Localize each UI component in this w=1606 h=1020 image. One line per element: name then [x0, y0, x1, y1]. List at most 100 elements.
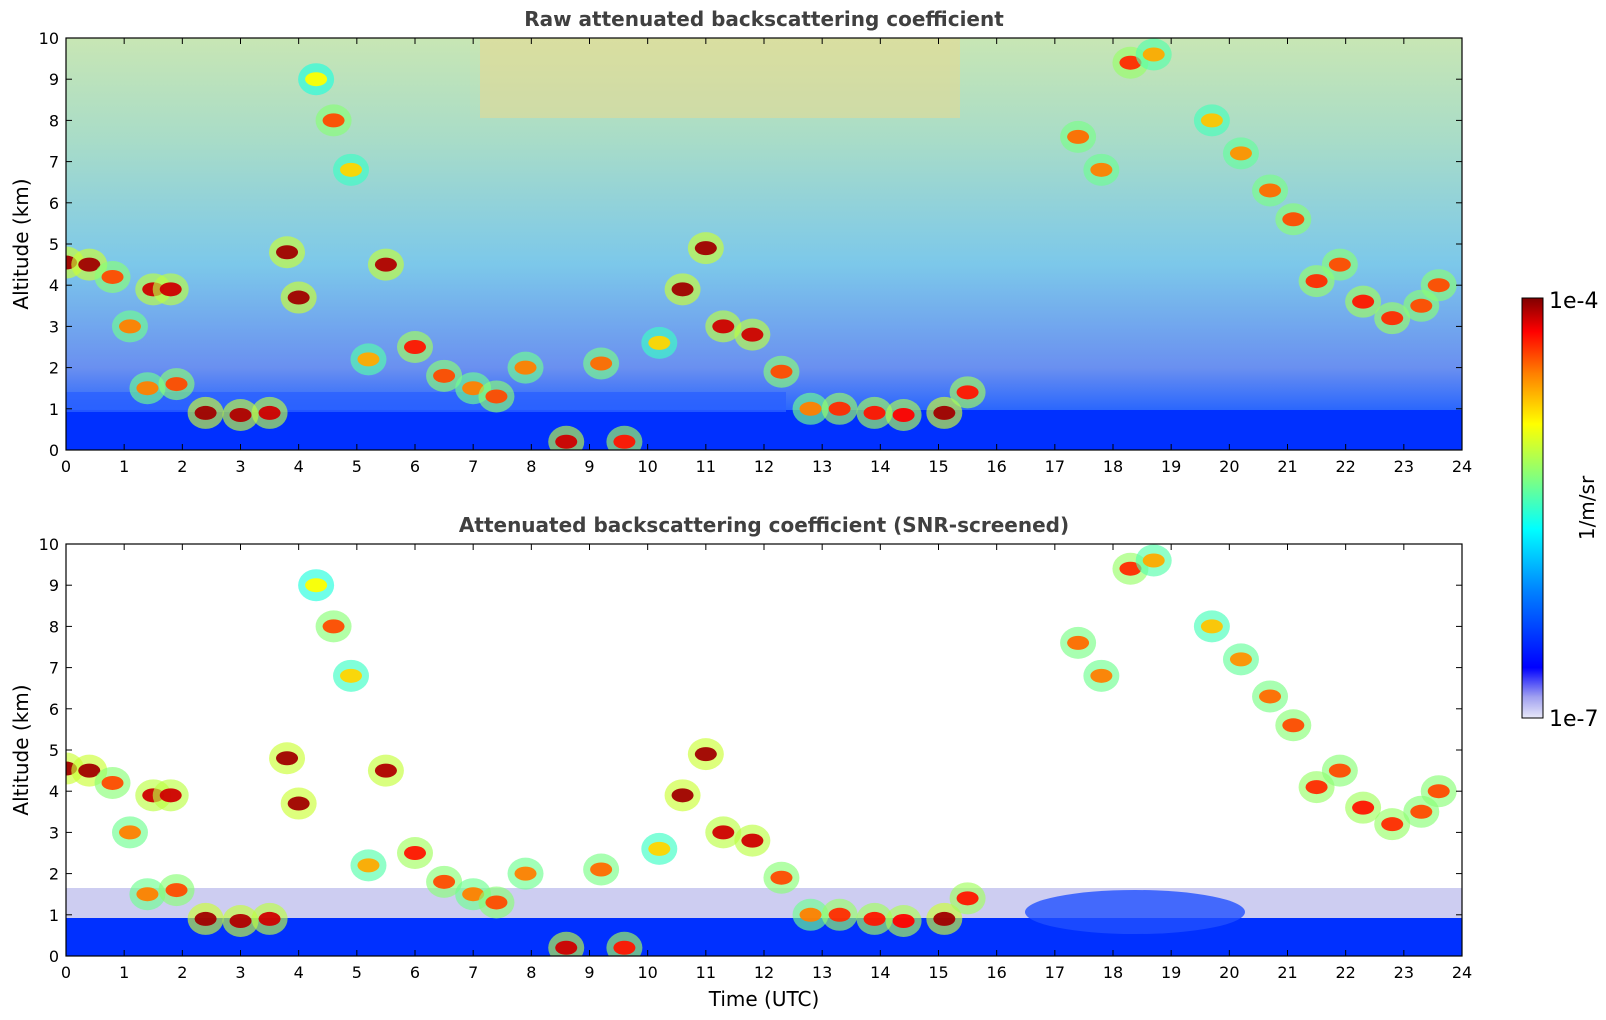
- x-tick-label: 3: [235, 457, 245, 476]
- y-tick-label: 5: [49, 235, 59, 254]
- cloud-layer-cell: [165, 883, 188, 898]
- cloud-layer-cell: [1352, 294, 1375, 309]
- x-tick-label: 10: [637, 457, 657, 476]
- cloud-layer-cell: [305, 72, 328, 87]
- cloud-layer-cell: [933, 911, 956, 926]
- cloud-layer-cell: [374, 763, 397, 778]
- cloud-layer-cell: [462, 887, 485, 902]
- cloud-layer-cell: [590, 356, 613, 371]
- cloud-layer-cell: [828, 401, 851, 416]
- cloud-layer-cell: [287, 796, 310, 811]
- x-tick-label: 17: [1045, 457, 1065, 476]
- x-tick-label: 23: [1394, 963, 1414, 982]
- x-tick-label: 1: [119, 963, 129, 982]
- screened-x-axis: 0 1 2 3 4 5 6 7 8 9 10 11 12 13 14 15 16 17 18 19 20 21 22 23 24: [61, 544, 1472, 982]
- colorbar-min-label: 1e-7: [1549, 707, 1598, 732]
- cloud-layer-cell: [1427, 784, 1450, 799]
- raw-boundary-layer: [66, 410, 1462, 450]
- cloud-layer-cell: [1410, 804, 1433, 819]
- cloud-layer-cell: [194, 405, 217, 420]
- cloud-layer-cell: [1229, 146, 1252, 161]
- cloud-layer-cell: [229, 913, 252, 928]
- cloud-layer-cell: [1352, 800, 1375, 815]
- cloud-layer-cell: [799, 907, 822, 922]
- cloud-layer-cell: [462, 381, 485, 396]
- cloud-layer-cell: [863, 911, 886, 926]
- x-tick-label: 18: [1103, 457, 1123, 476]
- cloud-layer-cell: [1381, 817, 1404, 832]
- raw-backscatter-panel: Raw attenuated backscattering coefficien…: [9, 7, 1472, 476]
- cloud-layer-cell: [648, 335, 671, 350]
- cloud-layer-cell: [78, 763, 101, 778]
- cloud-layer-cell: [1282, 718, 1305, 733]
- cloud-layer-cell: [194, 911, 217, 926]
- cloud-layer-cell: [555, 940, 578, 955]
- cloud-layer-cell: [828, 907, 851, 922]
- x-tick-label: 24: [1452, 457, 1472, 476]
- y-tick-label: 9: [49, 576, 59, 595]
- cloud-layer-cell: [1200, 619, 1223, 634]
- cloud-layer-cell: [1200, 113, 1223, 128]
- y-tick-label: 8: [49, 617, 59, 636]
- x-tick-label: 9: [584, 963, 594, 982]
- x-tick-label: 2: [177, 457, 187, 476]
- cloud-layer-cell: [770, 870, 793, 885]
- x-tick-label: 16: [986, 963, 1006, 982]
- cloud-layer-cell: [590, 862, 613, 877]
- cloud-layer-cell: [159, 788, 182, 803]
- y-tick-label: 6: [49, 700, 59, 719]
- raw-x-axis: 0 1 2 3 4 5 6 7 8 9 10 11 12 13 14 15 16 17 18 19 20 21 22 23 24: [61, 38, 1472, 476]
- x-tick-label: 23: [1394, 457, 1414, 476]
- cloud-layer-cell: [229, 407, 252, 422]
- cloud-layer-cell: [671, 282, 694, 297]
- x-tick-label: 17: [1045, 963, 1065, 982]
- x-tick-label: 21: [1277, 963, 1297, 982]
- raw-y-axis-label: Altitude (km): [9, 178, 33, 309]
- cloud-layer-cell: [1328, 257, 1351, 272]
- cloud-layer-cell: [1305, 274, 1328, 289]
- cloud-layer-cell: [933, 405, 956, 420]
- raw-plot-area: [66, 38, 1462, 450]
- x-tick-label: 21: [1277, 457, 1297, 476]
- x-tick-label: 22: [1335, 963, 1355, 982]
- cloud-layer-cell: [78, 257, 101, 272]
- cloud-layer-cell: [694, 241, 717, 256]
- x-axis-label: Time (UTC): [708, 987, 820, 1011]
- colorbar: 1e-4 1e-7 1/m/sr: [1521, 289, 1599, 732]
- cloud-layer-cell: [485, 895, 508, 910]
- cloud-layer-cell: [433, 368, 456, 383]
- cloud-layer-cell: [1067, 129, 1090, 144]
- cloud-layer-cell: [404, 846, 426, 860]
- y-tick-label: 0: [49, 441, 59, 460]
- x-tick-label: 11: [696, 963, 716, 982]
- y-tick-label: 4: [49, 782, 59, 801]
- cloud-layer-cell: [433, 874, 456, 889]
- x-tick-label: 7: [468, 457, 478, 476]
- cloud-layer-cell: [956, 891, 979, 906]
- y-tick-label: 7: [49, 659, 59, 678]
- x-tick-label: 20: [1219, 457, 1239, 476]
- screened-boundary-layer: [66, 918, 1462, 956]
- cloud-layer-cell: [770, 364, 793, 379]
- cloud-layer-cell: [741, 327, 764, 342]
- cloud-layer-cell: [276, 245, 299, 260]
- cloud-layer-cell: [1119, 55, 1142, 70]
- cloud-layer-cell: [514, 866, 537, 881]
- cloud-layer-cell: [1259, 689, 1282, 704]
- cloud-layer-cell: [1259, 183, 1282, 198]
- x-tick-label: 1: [119, 457, 129, 476]
- cloud-layer-cell: [101, 269, 124, 284]
- y-tick-label: 0: [49, 947, 59, 966]
- cloud-layer-cell: [613, 940, 636, 955]
- y-tick-label: 3: [49, 317, 59, 336]
- x-tick-label: 10: [637, 963, 657, 982]
- x-tick-label: 14: [870, 457, 890, 476]
- x-tick-label: 2: [177, 963, 187, 982]
- cloud-layer-cell: [1229, 652, 1252, 667]
- y-tick-label: 4: [49, 276, 59, 295]
- x-tick-label: 24: [1452, 963, 1472, 982]
- y-tick-label: 1: [49, 400, 59, 419]
- cloud-layer-cell: [1427, 278, 1450, 293]
- cloud-layer-cell: [322, 619, 345, 634]
- cloud-layer-cell: [258, 405, 281, 420]
